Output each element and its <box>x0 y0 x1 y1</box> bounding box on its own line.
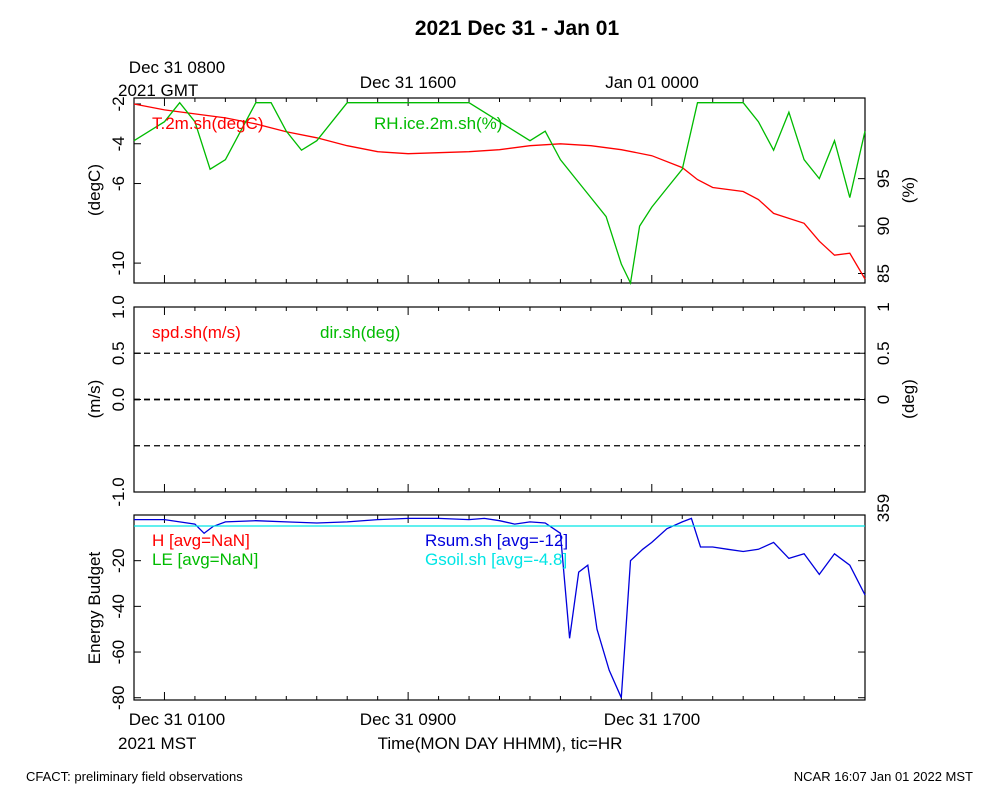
panel1-right-axis-label: (%) <box>899 177 918 203</box>
x-axis-label: Time(MON DAY HHMM), tic=HR <box>378 734 623 753</box>
y-tick-label-right: 85 <box>874 264 893 283</box>
panel3-tick-labels: -20 -40 -60 -80 <box>109 548 128 710</box>
legend-temperature: T.2m.sh(degC) <box>152 114 263 133</box>
panel1-right-tick-labels: 85 90 95 <box>874 169 893 283</box>
top-tick-label-2: Jan 01 0000 <box>605 73 699 92</box>
series-radiation-sum-line <box>134 517 866 698</box>
series-temperature-line <box>133 103 866 280</box>
wind-panel: 1.0 0.5 0.0 -1.0 1 0.5 0 359 (m/s) (deg) spd.s… <box>85 295 918 522</box>
y-tick-label-left: 0.0 <box>109 388 128 412</box>
y-tick-label: -80 <box>109 685 128 710</box>
legend-latent-heat: LE [avg=NaN] <box>152 550 258 569</box>
y-tick-label: -40 <box>109 594 128 619</box>
bottom-time-axis: Dec 31 0100 Dec 31 0900 Dec 31 1700 2021… <box>118 710 700 753</box>
legend-humidity: RH.ice.2m.sh(%) <box>374 114 502 133</box>
y-tick-label-left: -10 <box>109 251 128 276</box>
legend-wind-speed: spd.sh(m/s) <box>152 323 241 342</box>
panel2-left-axis-label: (m/s) <box>85 380 104 419</box>
panel2-right-tick-labels: 1 0.5 0 359 <box>874 302 893 522</box>
y-tick-label-right: 90 <box>874 217 893 236</box>
y-tick-label-left: -6 <box>109 176 128 191</box>
panel2-ticks <box>133 306 866 493</box>
bottom-zone-label: 2021 MST <box>118 734 196 753</box>
bottom-tick-label-0: Dec 31 0100 <box>129 710 225 729</box>
panel1-series <box>133 101 866 286</box>
panel1-ticks <box>133 98 866 283</box>
panel3-series <box>134 517 866 698</box>
y-tick-label-left: 1.0 <box>109 295 128 319</box>
top-zone-label: 2021 GMT <box>118 81 198 100</box>
energy-budget-panel: -20 -40 -60 -80 Energy Budget H [avg=NaN] L… <box>85 514 866 710</box>
y-tick-label-right: 95 <box>874 169 893 188</box>
y-tick-label-right: 0.5 <box>874 341 893 365</box>
y-tick-label-left: -2 <box>109 96 128 111</box>
y-tick-label: -20 <box>109 548 128 573</box>
y-tick-label-right: 0 <box>874 395 893 404</box>
y-tick-label: -60 <box>109 640 128 665</box>
top-tick-label-1: Dec 31 1600 <box>360 73 456 92</box>
panel3-axis-label: Energy Budget <box>85 551 104 664</box>
panel2-reference-lines <box>134 352 865 447</box>
y-tick-label-left: 0.5 <box>109 341 128 365</box>
y-tick-label-left: -1.0 <box>109 477 128 506</box>
y-tick-label-right: 1 <box>874 302 893 311</box>
bottom-tick-label-1: Dec 31 0900 <box>360 710 456 729</box>
panel2-right-axis-label: (deg) <box>899 379 918 419</box>
chart-title: 2021 Dec 31 - Jan 01 <box>415 17 620 40</box>
bottom-tick-label-2: Dec 31 1700 <box>604 710 700 729</box>
top-tick-label-0: Dec 31 0800 <box>129 58 225 77</box>
y-tick-label-right: 359 <box>874 494 893 522</box>
panel1-left-axis-label: (degC) <box>85 164 104 216</box>
footer-right: NCAR 16:07 Jan 01 2022 MST <box>794 769 973 784</box>
legend-soil-heat: Gsoil.sh [avg=-4.8] <box>425 550 567 569</box>
top-time-axis: Dec 31 0800 Dec 31 1600 Jan 01 0000 2021… <box>118 58 699 100</box>
legend-sensible-heat: H [avg=NaN] <box>152 531 250 550</box>
legend-wind-direction: dir.sh(deg) <box>320 323 400 342</box>
temperature-humidity-panel: -2 -4 -6 -10 85 90 95 (degC) (%) T.2m.sh(degC… <box>85 96 918 286</box>
panel2-left-tick-labels: 1.0 0.5 0.0 -1.0 <box>109 295 128 506</box>
y-tick-label-left: -4 <box>109 136 128 151</box>
panel1-left-tick-labels: -2 -4 -6 -10 <box>109 96 128 275</box>
panel3-ticks <box>133 515 866 700</box>
series-humidity-line <box>133 101 866 286</box>
footer-left: CFACT: preliminary field observations <box>26 769 243 784</box>
legend-radiation-sum: Rsum.sh [avg=-12] <box>425 531 568 550</box>
